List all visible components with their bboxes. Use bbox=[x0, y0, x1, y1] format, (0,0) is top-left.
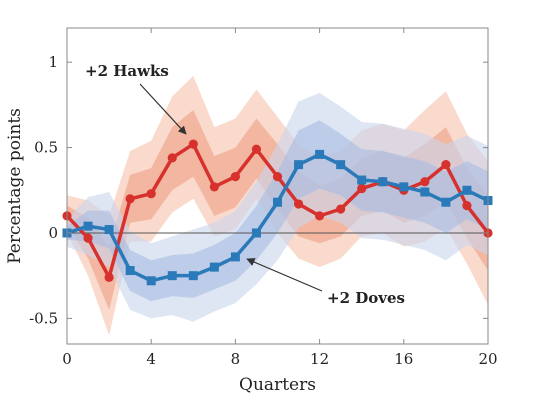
x-axis-label: Quarters bbox=[239, 375, 316, 395]
data-point bbox=[125, 266, 135, 276]
band-68-series-2 bbox=[67, 120, 488, 302]
y-axis-label: Percentage points bbox=[5, 108, 25, 264]
data-point bbox=[209, 182, 219, 192]
data-point bbox=[293, 199, 304, 209]
series-markers bbox=[62, 139, 493, 286]
annotation-arrow-hawks bbox=[139, 83, 187, 135]
x-tick-label: 8 bbox=[231, 350, 241, 368]
x-tick-label: 20 bbox=[478, 350, 497, 368]
data-point bbox=[315, 211, 325, 221]
data-point bbox=[251, 228, 261, 238]
data-point bbox=[357, 183, 367, 194]
data-point bbox=[251, 144, 262, 154]
data-point bbox=[167, 271, 177, 281]
data-point bbox=[441, 197, 451, 207]
x-tick-label: 4 bbox=[146, 350, 156, 368]
x-tick-label: 16 bbox=[394, 350, 413, 368]
y-tick-label: 0 bbox=[48, 224, 58, 242]
annotations: +2 Hawks +2 Doves bbox=[85, 62, 405, 307]
y-tick-label: -0.5 bbox=[29, 309, 58, 327]
data-point bbox=[399, 182, 409, 192]
data-point bbox=[294, 160, 304, 170]
data-point bbox=[420, 187, 430, 197]
annotation-hawks: +2 Hawks bbox=[85, 62, 169, 80]
annotation-arrow-doves bbox=[246, 258, 323, 292]
data-point bbox=[104, 272, 114, 282]
y-tick-label: 0.5 bbox=[34, 139, 58, 157]
data-point bbox=[83, 221, 93, 231]
data-point bbox=[462, 185, 472, 195]
data-point bbox=[230, 252, 240, 262]
x-axis-ticks: 0 4 8 12 16 20 bbox=[62, 28, 498, 368]
data-point bbox=[336, 204, 346, 214]
data-point bbox=[146, 189, 156, 199]
data-point bbox=[378, 177, 388, 187]
data-point bbox=[273, 197, 282, 207]
data-point bbox=[272, 172, 283, 182]
data-point bbox=[104, 225, 114, 235]
data-point bbox=[83, 233, 93, 243]
y-tick-label: 1 bbox=[48, 53, 58, 71]
data-point bbox=[125, 194, 135, 204]
data-point bbox=[230, 172, 240, 182]
data-point bbox=[462, 201, 472, 211]
data-point bbox=[188, 139, 198, 149]
x-tick-label: 12 bbox=[310, 350, 329, 368]
data-point bbox=[209, 262, 219, 272]
data-point bbox=[167, 153, 177, 163]
x-tick-label: 0 bbox=[62, 350, 72, 368]
data-point bbox=[441, 160, 451, 170]
annotation-doves: +2 Doves bbox=[327, 289, 405, 307]
data-point bbox=[357, 175, 367, 185]
data-point bbox=[420, 177, 430, 187]
data-point bbox=[146, 276, 156, 286]
data-point bbox=[188, 271, 198, 281]
data-point bbox=[315, 149, 325, 159]
data-point bbox=[336, 160, 346, 170]
plot-frame bbox=[66, 27, 489, 345]
y-axis-ticks: -0.5 0 0.5 1 bbox=[29, 53, 488, 327]
